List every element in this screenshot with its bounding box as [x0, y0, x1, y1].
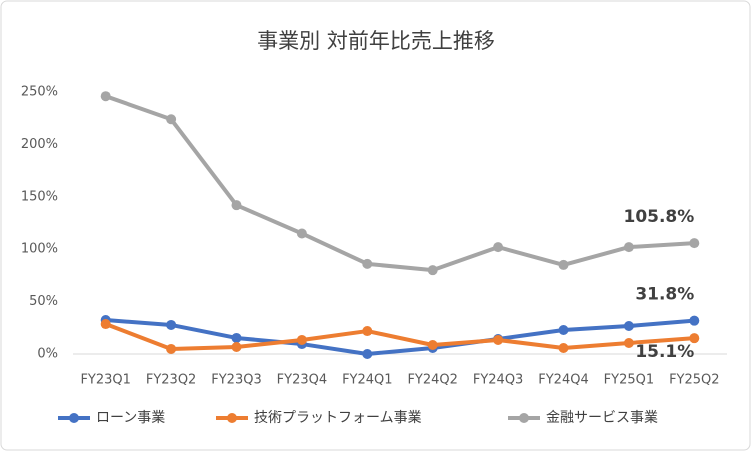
point: [166, 319, 177, 330]
point: [231, 341, 242, 352]
point: [558, 325, 569, 336]
y-tick-label: 50%: [29, 294, 58, 309]
y-tick-label: 100%: [21, 242, 58, 257]
point: [493, 334, 504, 345]
point: [623, 242, 634, 253]
data-label: 105.8%: [623, 207, 694, 227]
point: [166, 343, 177, 354]
x-tick-label: FY23Q3: [211, 373, 261, 388]
point: [623, 337, 634, 348]
legend-label: 技術プラットフォーム事業: [254, 410, 422, 426]
point: [362, 258, 373, 269]
y-tick-label: 250%: [21, 85, 58, 100]
chart-title: 事業別 対前年比売上推移: [257, 29, 495, 53]
point: [558, 343, 569, 354]
series-line: [105, 318, 695, 356]
point: [100, 91, 111, 102]
series-line: [105, 94, 695, 273]
y-tick-label: 150%: [21, 189, 58, 204]
legend-label: 金融サービス事業: [546, 410, 658, 426]
x-tick-label: FY25Q1: [604, 373, 654, 388]
point: [166, 114, 177, 125]
point: [362, 326, 373, 337]
point: [623, 321, 634, 332]
point: [427, 339, 438, 350]
y-tick-label: 200%: [21, 137, 58, 152]
point: [427, 265, 438, 276]
legend-label: ローン事業: [96, 410, 165, 426]
x-tick-label: FY25Q2: [669, 373, 719, 388]
legend-marker: [519, 413, 529, 423]
point: [296, 228, 307, 239]
point: [100, 319, 111, 330]
x-tick-label: FY23Q1: [80, 373, 130, 388]
x-tick-label: FY23Q4: [277, 373, 327, 388]
point: [689, 238, 700, 249]
point: [231, 200, 242, 211]
y-tick-label: 0%: [37, 347, 58, 362]
point: [689, 315, 700, 326]
x-tick-label: FY24Q3: [473, 373, 523, 388]
point: [493, 242, 504, 253]
series-line: [104, 322, 695, 351]
point: [231, 332, 242, 343]
data-label: 15.1%: [635, 342, 694, 362]
x-tick-label: FY24Q2: [407, 373, 457, 388]
x-tick-label: FY23Q2: [146, 373, 196, 388]
legend-marker: [69, 413, 79, 423]
x-tick-label: FY24Q4: [538, 373, 588, 388]
legend-marker: [227, 413, 237, 423]
point: [689, 333, 700, 344]
data-label: 31.8%: [635, 285, 694, 305]
x-tick-label: FY24Q1: [342, 373, 392, 388]
point: [558, 259, 569, 270]
point: [362, 349, 373, 359]
point: [296, 334, 307, 345]
